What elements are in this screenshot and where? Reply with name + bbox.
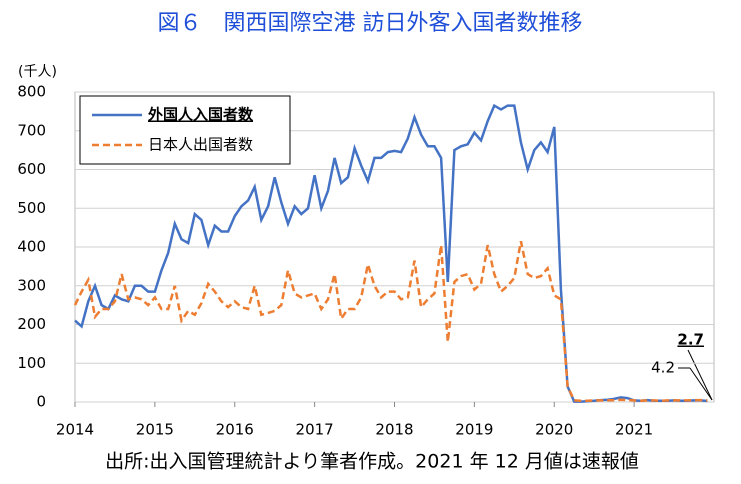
x-tick-label: 2021 (615, 421, 653, 439)
legend-box (79, 95, 291, 165)
x-tick-label: 2019 (455, 421, 493, 439)
x-tick-label: 2014 (56, 421, 94, 439)
y-tick-label: 0 (36, 393, 46, 411)
leader-line (687, 349, 713, 401)
y-tick-label: 800 (17, 83, 46, 101)
source-note: 出所:出入国管理統計より筆者作成。2021 年 12 月値は速報値 (105, 451, 639, 473)
y-tick-label: 700 (17, 121, 46, 139)
x-tick-label: 2017 (296, 421, 334, 439)
chart-title: 図６ 関西国際空港 訪日外客入国者数推移 (158, 11, 583, 36)
x-tick-label: 2020 (535, 421, 573, 439)
leader-line (689, 367, 713, 401)
x-tick-label: 2018 (375, 421, 413, 439)
y-tick-label: 500 (17, 199, 46, 217)
y-tick-label: 300 (17, 276, 46, 294)
legend-label: 日本人出国者数 (148, 136, 253, 154)
y-tick-label: 200 (17, 315, 46, 333)
y-axis-unit: (千人) (18, 64, 57, 80)
series-line (73, 240, 708, 403)
data-label: 4.2 (651, 359, 675, 377)
y-tick-label: 100 (17, 354, 46, 372)
x-tick-label: 2016 (216, 421, 254, 439)
legend-label: 外国人入国者数 (147, 106, 254, 124)
x-tick-label: 2015 (136, 421, 174, 439)
y-tick-label: 600 (17, 160, 46, 178)
data-label: 2.7 (677, 331, 704, 349)
y-tick-label: 400 (17, 238, 46, 256)
